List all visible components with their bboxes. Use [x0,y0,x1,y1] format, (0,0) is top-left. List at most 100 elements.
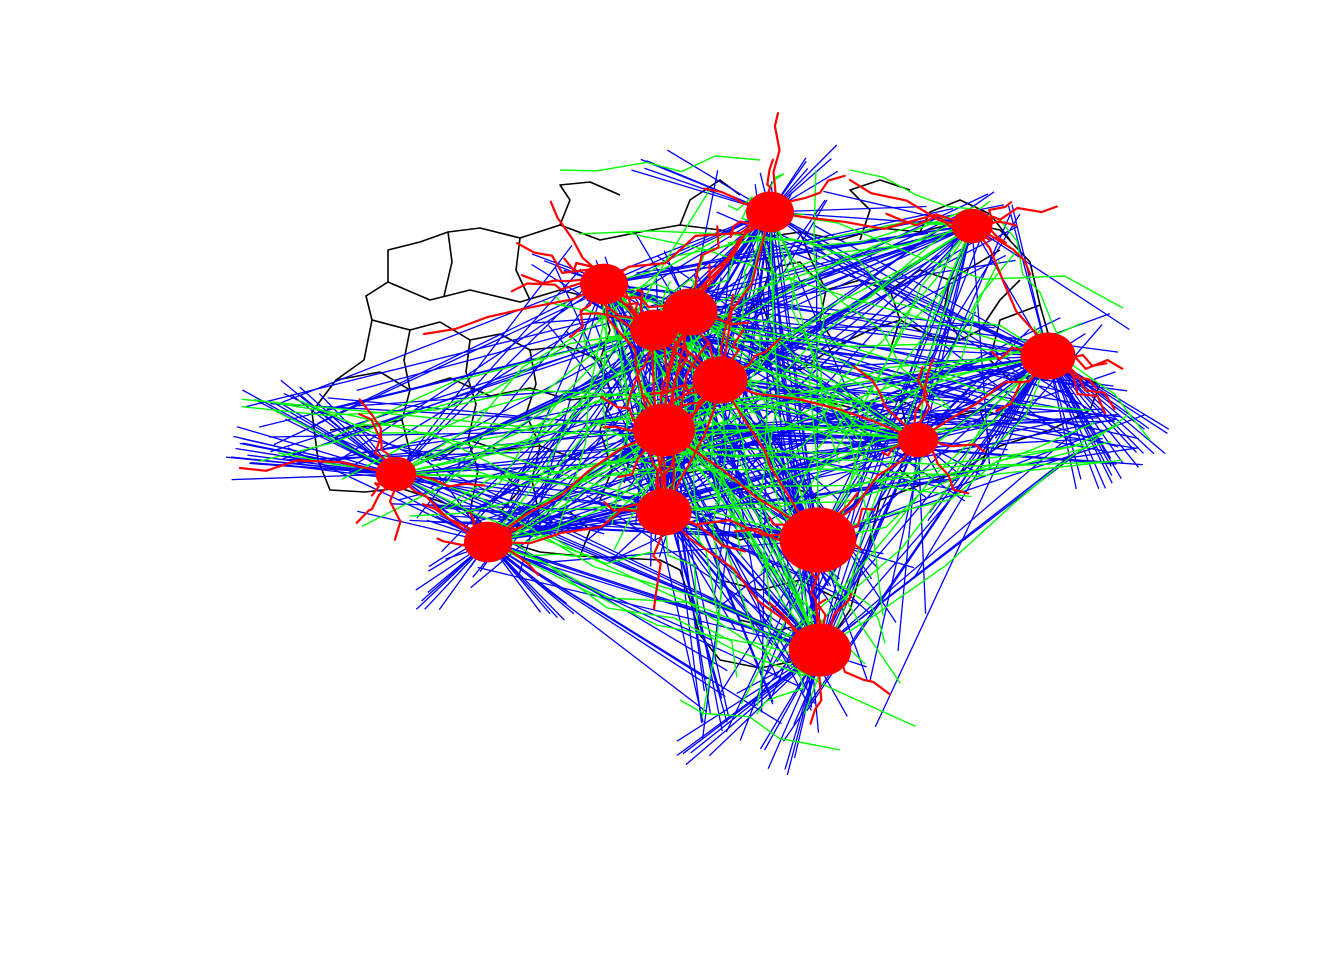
desire-line [719,254,940,381]
desire-line [586,494,821,651]
desire-line [585,225,973,542]
desire-line [603,211,771,285]
hub-13 [951,208,993,244]
fast-route [241,398,919,441]
desire-line [676,649,821,757]
zone-boundary [943,279,1021,341]
hub-4 [630,309,678,351]
fast-route [487,541,802,657]
desire-line [719,379,919,441]
desire-line [395,473,642,499]
fast-route [666,297,919,441]
hub-11 [746,191,794,233]
desire-line [231,473,397,481]
fast-route [395,362,681,475]
desire-line [395,406,1005,475]
desire-line [280,379,397,475]
fast-route [395,356,1007,475]
fast-route [663,427,947,513]
desire-line [395,462,611,475]
fast-route [487,188,711,543]
fast-route [395,444,1085,478]
fast-route [395,385,639,475]
fast-route [298,399,665,513]
fast-route [701,379,727,719]
desire-line [782,355,1049,742]
fast-route [395,458,691,487]
fast-route [487,541,806,677]
fast-route [653,329,875,463]
fast-route [395,206,975,475]
fast-route [663,440,1112,513]
hub-1 [779,507,857,573]
desire-line [971,225,1130,331]
desire-line [913,355,1049,579]
desire-line [663,429,816,704]
route-segment [486,508,666,545]
fast-route [487,422,764,543]
hubs-layer [375,191,1076,677]
fast-route [487,541,916,728]
fast-route [663,461,1104,513]
desire-line [286,439,919,461]
route-segment [422,282,606,336]
desire-line [487,541,726,698]
route-segment [718,378,920,442]
fast-route [578,221,973,243]
desire-line [249,462,397,475]
fast-route [395,459,1123,480]
route-segment [662,378,722,514]
hub-10 [1020,332,1076,380]
desire-line [327,397,665,431]
fast-route [687,439,919,458]
fast-route [663,421,996,434]
hub-6 [632,403,696,457]
fast-route [817,423,1120,541]
zone-boundary [849,179,911,241]
desire-line [236,426,397,475]
desire-line [230,456,397,475]
fast-route [756,211,780,707]
fast-route [703,355,1049,450]
desire-line [287,447,489,543]
fast-route [999,219,1061,341]
desire-line [274,429,665,466]
hub-7 [636,488,692,536]
hub-8 [464,521,512,563]
desire-line [874,355,1049,728]
desire-line [663,511,861,606]
fast-route [769,211,950,408]
desire-line [445,355,1049,560]
desire-line [620,324,821,651]
fast-route [819,414,1128,651]
fast-route [769,225,973,484]
fast-route [595,311,665,513]
fast-route [809,242,1049,357]
desire-line [528,539,819,565]
desire-line [636,225,973,274]
fast-route [769,211,840,464]
fast-route [582,329,665,431]
zone-boundary [409,439,581,461]
fast-route [409,500,665,517]
route-segment [358,398,398,476]
zone-boundary [443,231,453,297]
desire-line [819,324,1103,651]
fast-route [817,421,1096,541]
desire-line [275,403,397,475]
route-segment [768,210,974,230]
fast-route [662,397,821,651]
fast-route [716,211,771,382]
desire-line [395,413,1119,475]
desire-line [917,439,927,614]
fast-route [241,379,721,416]
fast-route [559,155,761,173]
fast-route [395,234,726,475]
hub-12 [897,422,939,458]
desire-line [395,276,597,475]
route-segment [238,459,398,476]
desire-line [677,284,1049,357]
fast-route [679,699,841,751]
desire-line [350,211,771,468]
